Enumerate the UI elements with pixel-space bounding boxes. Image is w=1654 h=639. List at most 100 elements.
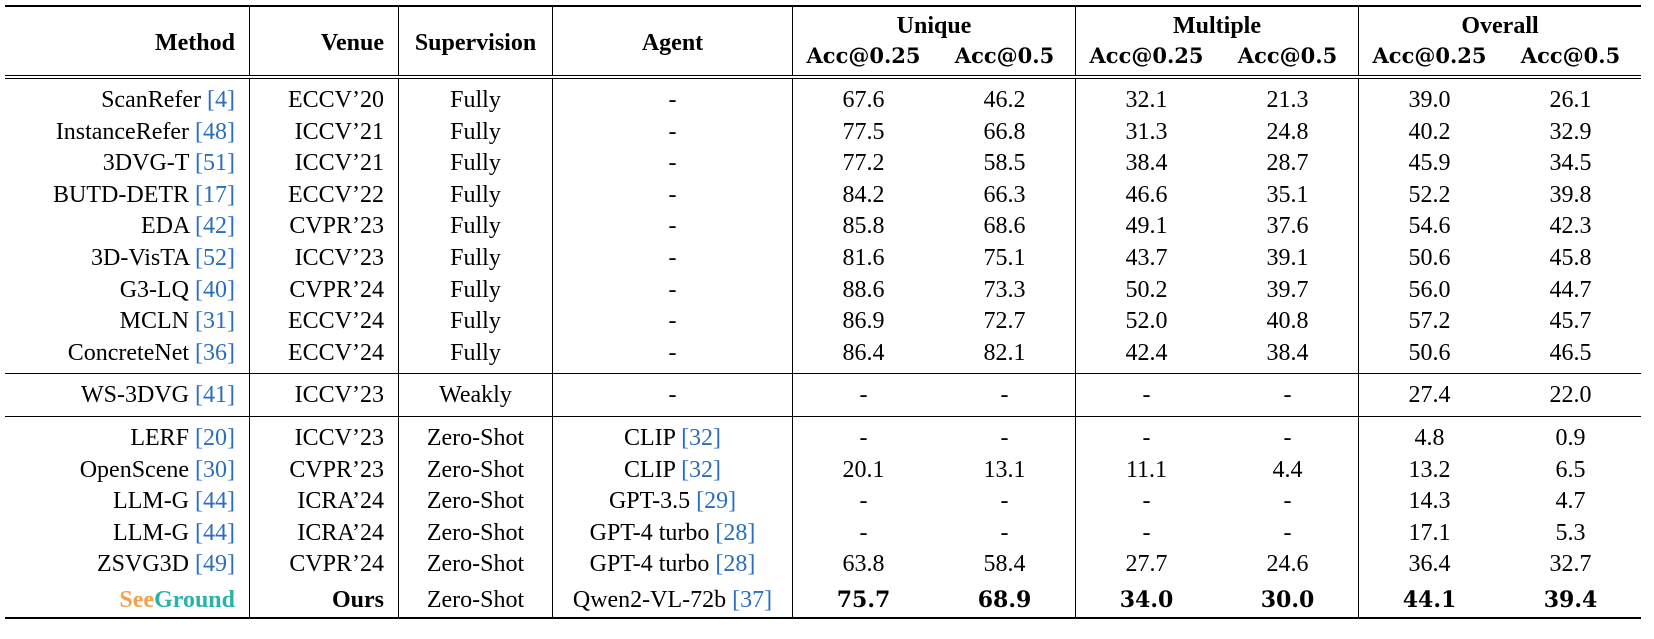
value-cell: 66.8: [934, 116, 1076, 149]
agent-cell: CLIP [32]: [552, 415, 793, 455]
method-cell: G3-LQ [40]: [5, 274, 250, 307]
value-cell: 84.2: [842, 181, 885, 208]
seeground-logo-ground: Ground: [154, 586, 235, 613]
value-cell: 37.6: [1217, 211, 1359, 243]
venue-cell: CVPR’24: [249, 549, 399, 585]
value-cell: 40.2: [1408, 118, 1451, 145]
agent-cell: -: [552, 116, 793, 149]
value-cell: 85.8: [842, 213, 885, 240]
value-cell: 40.8: [1217, 306, 1359, 338]
supervision-cell: Fully: [398, 211, 553, 243]
value-cell: 50.6: [1408, 244, 1451, 271]
method-cell: SeeGround: [5, 584, 250, 618]
citation-ref: [29]: [696, 488, 737, 515]
value-cell: -: [1142, 488, 1151, 515]
value-cell: 50.2: [1125, 276, 1168, 303]
value-cell: 82.1: [934, 337, 1076, 374]
method-cell: MCLN [31]: [5, 306, 250, 338]
citation-ref: [44]: [195, 488, 235, 515]
agent-cell: -: [552, 75, 793, 117]
method-cell: ConcreteNet [36]: [5, 337, 250, 374]
method-cell: InstanceRefer [48]: [5, 116, 250, 149]
supervision-cell: Weakly: [398, 373, 553, 417]
venue-cell: CVPR’24: [249, 274, 399, 307]
value-cell-best: 34.0: [1119, 586, 1174, 613]
table-row: LLM-G [44] ICRA’24 Zero-Shot GPT-3.5 [29] - -…: [5, 486, 1641, 518]
method-name: BUTD-DETR: [53, 181, 190, 208]
value-cell: -: [1075, 373, 1217, 417]
agent-cell: GPT-3.5 [29]: [552, 486, 793, 518]
agent-cell: CLIP [32]: [552, 454, 793, 487]
venue-cell: ICRA’24: [249, 486, 399, 518]
supervision-cell: Zero-Shot: [398, 415, 553, 455]
venue-cell: CVPR’23: [249, 454, 399, 487]
citation-ref: [52]: [195, 244, 235, 271]
method-cell: OpenScene [30]: [5, 454, 250, 487]
table-row: ScanRefer [4] ECCV’20 Fully -67.6 46.2 32.1 21…: [5, 75, 1641, 117]
supervision-cell: Fully: [398, 116, 553, 149]
venue-cell: ECCV’24: [249, 306, 399, 338]
table-row: ConcreteNet [36] ECCV’24 Fully -86.4 82.1 42.…: [5, 337, 1641, 374]
value-cell: 32.7: [1549, 551, 1592, 578]
value-cell: 32.1: [1075, 75, 1217, 117]
venue-cell: ICCV’23: [249, 415, 399, 455]
method-cell: LLM-G [44]: [5, 517, 250, 550]
value-cell: 52.2: [1408, 181, 1451, 208]
value-cell: -: [1075, 415, 1217, 455]
value-cell: 39.7: [1217, 274, 1359, 307]
agent-cell: -: [552, 373, 793, 417]
method-name: InstanceRefer: [55, 118, 190, 145]
header-metric: Acc@0.25: [806, 43, 921, 68]
value-cell: 31.3: [1125, 118, 1168, 145]
value-cell: -: [1217, 373, 1359, 417]
header-method: Method: [5, 6, 250, 77]
value-cell: 17.1: [1408, 519, 1451, 546]
value-cell: 46.2: [934, 75, 1076, 117]
header-group-multiple: Multiple: [1075, 6, 1359, 41]
value-cell: 45.9: [1408, 150, 1451, 177]
value-cell: 26.1: [1500, 75, 1641, 117]
method-name: 3DVG-T: [102, 150, 190, 177]
value-cell: 75.1: [934, 242, 1076, 275]
agent-name: GPT-4 turbo: [589, 551, 710, 578]
value-cell: 45.8: [1549, 244, 1592, 271]
supervision-cell: Zero-Shot: [398, 454, 553, 487]
table-row: WS-3DVG [41] ICCV’23 Weakly - - - - -27.4 22.0: [5, 373, 1641, 417]
agent-name: GPT-3.5: [608, 488, 691, 515]
value-cell: -: [934, 517, 1076, 550]
citation-ref: [20]: [195, 424, 235, 451]
supervision-cell: Fully: [398, 337, 553, 374]
value-cell: 13.1: [934, 454, 1076, 487]
value-cell: 42.3: [1549, 213, 1592, 240]
value-cell: 68.6: [934, 211, 1076, 243]
value-cell: -: [859, 519, 868, 546]
value-cell: -: [792, 415, 934, 455]
citation-ref: [44]: [195, 519, 235, 546]
value-cell: 56.0: [1408, 276, 1451, 303]
value-cell: 38.4: [1125, 150, 1168, 177]
header-row-groups: Method Venue Supervision Agent Unique Mu…: [5, 6, 1641, 77]
venue-cell: Ours: [249, 584, 399, 618]
value-cell: 4.8: [1358, 415, 1500, 455]
supervision-cell: Zero-Shot: [398, 549, 553, 585]
agent-cell: -: [552, 179, 793, 212]
method-name: OpenScene: [79, 456, 190, 483]
agent-name: -: [668, 118, 677, 145]
value-cell-best: 75.7: [836, 586, 891, 613]
method-cell: 3D-VisTA [52]: [5, 242, 250, 275]
supervision-cell: Fully: [398, 75, 553, 117]
header-group-unique: Unique: [792, 6, 1076, 41]
value-cell: -: [792, 373, 934, 417]
agent-name: -: [668, 382, 677, 409]
citation-ref: [30]: [195, 456, 235, 483]
table-row: ZSVG3D [49] CVPR’24 Zero-Shot GPT-4 turbo […: [5, 549, 1641, 585]
value-cell: 11.1: [1125, 456, 1168, 483]
citation-ref: [28]: [715, 551, 756, 578]
value-cell: 49.1: [1125, 213, 1168, 240]
value-cell: 66.3: [934, 179, 1076, 212]
value-cell-best: 68.9: [934, 584, 1076, 618]
seeground-logo-see: See: [119, 586, 155, 613]
value-cell: 46.5: [1549, 339, 1592, 366]
supervision-cell: Fully: [398, 274, 553, 307]
